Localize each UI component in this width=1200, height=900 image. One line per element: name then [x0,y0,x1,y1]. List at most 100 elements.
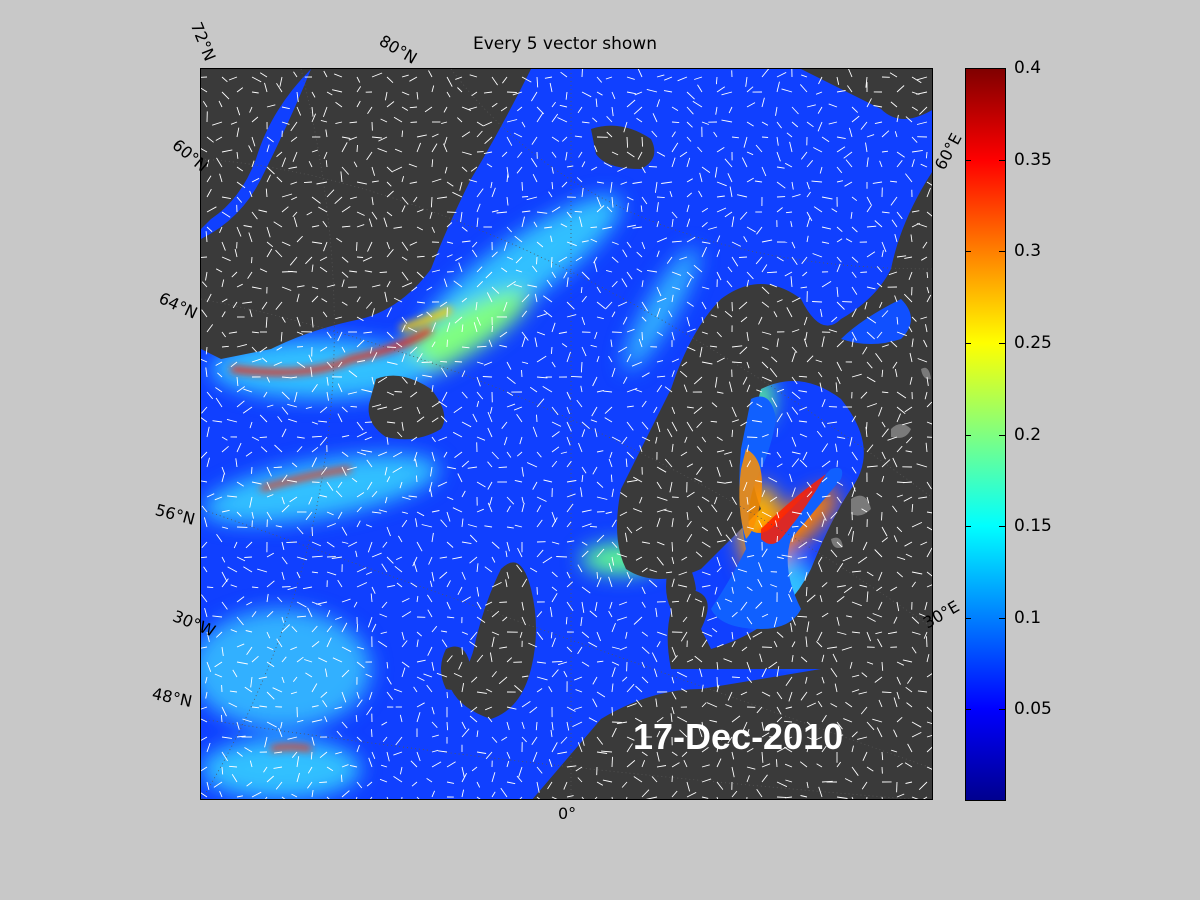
current-vector [893,535,898,543]
current-vector [294,391,298,403]
current-vector [728,106,733,114]
current-vector [681,688,688,693]
current-vector [516,166,523,174]
current-vector [896,716,903,723]
current-vector [366,781,373,787]
current-vector [290,121,298,132]
current-vector [281,376,292,379]
current-vector [816,430,823,438]
current-vector [296,235,303,243]
current-vector [791,241,796,249]
current-vector [876,586,883,592]
current-vector [922,241,928,249]
current-vector [401,661,410,668]
current-vector [476,391,484,400]
current-vector [671,790,678,798]
current-vector [686,236,696,243]
current-vector [626,796,628,799]
current-vector [786,307,793,318]
current-vector [296,719,304,723]
current-vector [353,601,358,608]
current-vector [306,211,313,216]
current-vector [791,193,801,198]
current-vector [319,751,328,759]
current-vector [641,789,650,798]
current-vector [701,246,708,258]
current-vector [746,661,752,673]
current-vector [292,151,298,162]
current-vector [565,91,568,100]
current-vector [725,534,733,543]
current-vector [773,616,778,628]
current-vector [860,706,868,715]
current-vector [487,481,493,490]
lon-label-0: 0° [558,804,577,823]
current-vector [641,372,650,378]
current-vector [446,721,449,731]
current-vector [701,702,707,708]
colorbar-tick-mark [999,160,1005,161]
current-vector [761,346,769,351]
current-vector [251,91,259,94]
current-vector [713,131,718,138]
current-vector [251,791,262,798]
current-vector [791,531,795,543]
current-vector [896,556,906,561]
current-vector [502,76,508,84]
current-vector [836,286,839,297]
current-vector [891,219,898,228]
current-vector [201,594,208,603]
current-vector [836,146,846,153]
current-vector [566,721,570,731]
current-vector [244,747,253,753]
current-vector [326,331,332,339]
current-vector [281,241,291,247]
current-vector [319,256,328,261]
current-vector [307,781,313,789]
current-vector [626,736,635,741]
current-vector [626,353,632,363]
current-vector [368,218,373,228]
current-vector [877,601,883,610]
current-vector [276,346,283,351]
current-vector [311,705,319,708]
current-vector [866,376,876,383]
current-vector [686,346,696,352]
current-vector [619,646,628,651]
current-vector [341,271,349,278]
current-vector [596,496,608,500]
current-vector [830,667,838,678]
current-vector [384,91,388,101]
current-vector [874,676,883,683]
current-vector [558,331,568,334]
current-vector [401,316,408,324]
current-vector [341,466,347,476]
current-vector [611,683,614,693]
current-vector [236,226,242,237]
current-vector [866,361,873,369]
current-vector [801,256,808,265]
current-vector [201,309,208,318]
current-vector [206,293,212,303]
current-vector [633,508,643,513]
current-vector [701,584,711,588]
current-vector [476,280,484,288]
current-vector [911,316,917,322]
current-vector [626,405,634,408]
current-vector [866,316,877,324]
current-vector [911,521,923,528]
current-vector [671,421,678,432]
current-vector [221,311,226,318]
current-vector [536,549,544,558]
current-vector [386,796,389,799]
current-vector [682,616,688,623]
current-vector [746,526,754,530]
current-vector [605,301,613,310]
current-vector [281,157,287,168]
current-vector [835,382,838,393]
current-vector [566,795,574,798]
current-vector [731,345,743,348]
current-vector [363,331,373,334]
current-vector [336,237,343,243]
current-vector [243,225,253,228]
